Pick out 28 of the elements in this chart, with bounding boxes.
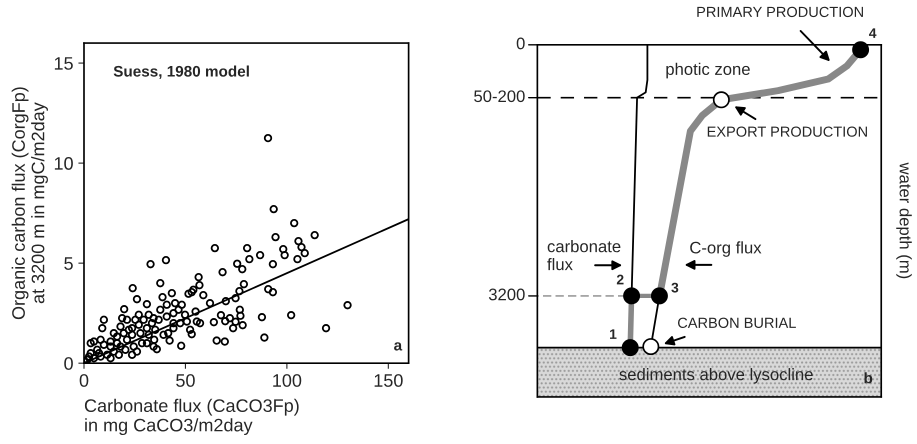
text: EXPORT PRODUCTION bbox=[708, 126, 867, 137]
y-tick-label: 0 bbox=[64, 357, 73, 370]
text: C-org flux bbox=[690, 241, 762, 257]
text: CARBON BURIAL bbox=[678, 318, 796, 328]
text: PRIMARY PRODUCTION bbox=[697, 6, 863, 18]
text: 4 bbox=[868, 28, 876, 38]
y-tick-label: 5 bbox=[64, 257, 73, 270]
text: water depth (m) bbox=[896, 162, 912, 278]
text: 2 bbox=[616, 274, 624, 284]
text: 50-200 bbox=[474, 90, 525, 102]
y-axis-title: Organic carbon flux (CorgFp) at 3200 m in mgC/m2day bbox=[12, 87, 48, 320]
x-tick-label: 150 bbox=[374, 374, 403, 387]
text: carbonate flux bbox=[547, 240, 620, 270]
text: 0 bbox=[516, 38, 525, 50]
text: sediments above lysocline bbox=[619, 368, 813, 384]
text: 3 bbox=[671, 282, 678, 293]
y-tick-label: 15 bbox=[54, 57, 73, 70]
annotation: a bbox=[394, 342, 402, 351]
text: 3200 bbox=[488, 288, 525, 300]
x-tick-label: 50 bbox=[176, 374, 195, 387]
text: photic zone bbox=[666, 62, 750, 78]
x-tick-label: 100 bbox=[273, 374, 302, 387]
annotation: Suess, 1980 model bbox=[114, 65, 249, 79]
y-tick-label: 10 bbox=[54, 157, 73, 170]
x-tick-label: 0 bbox=[80, 374, 88, 387]
text: b bbox=[864, 372, 872, 384]
x-axis-title: Carbonate flux (CaCO3Fp) in mg CaCO3/m2day bbox=[84, 398, 299, 436]
text: 1 bbox=[610, 329, 616, 339]
